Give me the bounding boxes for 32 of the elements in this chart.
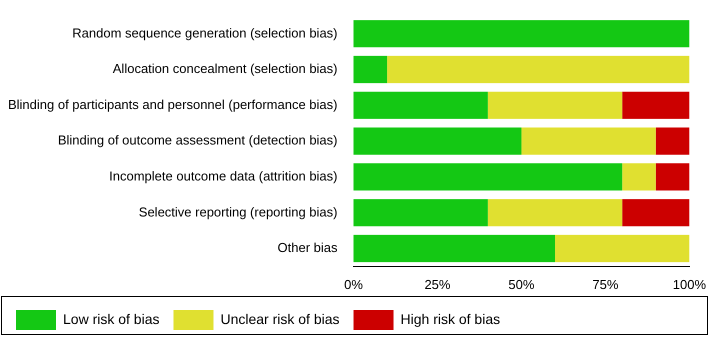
- bar: [488, 199, 622, 226]
- bar: [656, 163, 690, 191]
- bar: [622, 199, 690, 226]
- bar: [354, 56, 388, 84]
- bar: [354, 234, 556, 262]
- x-tick-label: 75%: [592, 276, 619, 292]
- bar: [354, 92, 488, 119]
- bar: [656, 127, 690, 155]
- bar: [354, 20, 690, 48]
- bar: [622, 163, 656, 191]
- y-tick-label: Other bias: [278, 240, 338, 256]
- bar: [387, 56, 690, 84]
- bar: [555, 234, 690, 262]
- y-tick-label: Blinding of participants and personnel (performance bias): [8, 96, 338, 112]
- legend-label: Unclear risk of bias: [220, 310, 340, 327]
- y-tick-label: Blinding of outcome assessment (detection bias): [58, 132, 338, 148]
- bar: [354, 163, 622, 191]
- y-tick-label: Random sequence generation (selection bias): [72, 25, 338, 40]
- x-tick-label: 50%: [508, 276, 535, 292]
- legend-label: Low risk of bias: [63, 310, 160, 327]
- y-tick-label: Incomplete outcome data (attrition bias): [109, 168, 338, 184]
- legend-label: High risk of bias: [400, 310, 500, 327]
- y-tick-label: Allocation concealment (selection bias): [112, 61, 338, 76]
- x-tick-label: 0%: [344, 276, 364, 292]
- bar: [354, 199, 488, 226]
- x-tick-label: 100%: [672, 276, 706, 292]
- bar: [354, 127, 522, 155]
- bar: [622, 92, 690, 119]
- bar: [488, 92, 622, 119]
- x-tick-label: 25%: [424, 276, 451, 292]
- y-tick-label: Selective reporting (reporting bias): [138, 204, 338, 220]
- bar: [521, 127, 656, 155]
